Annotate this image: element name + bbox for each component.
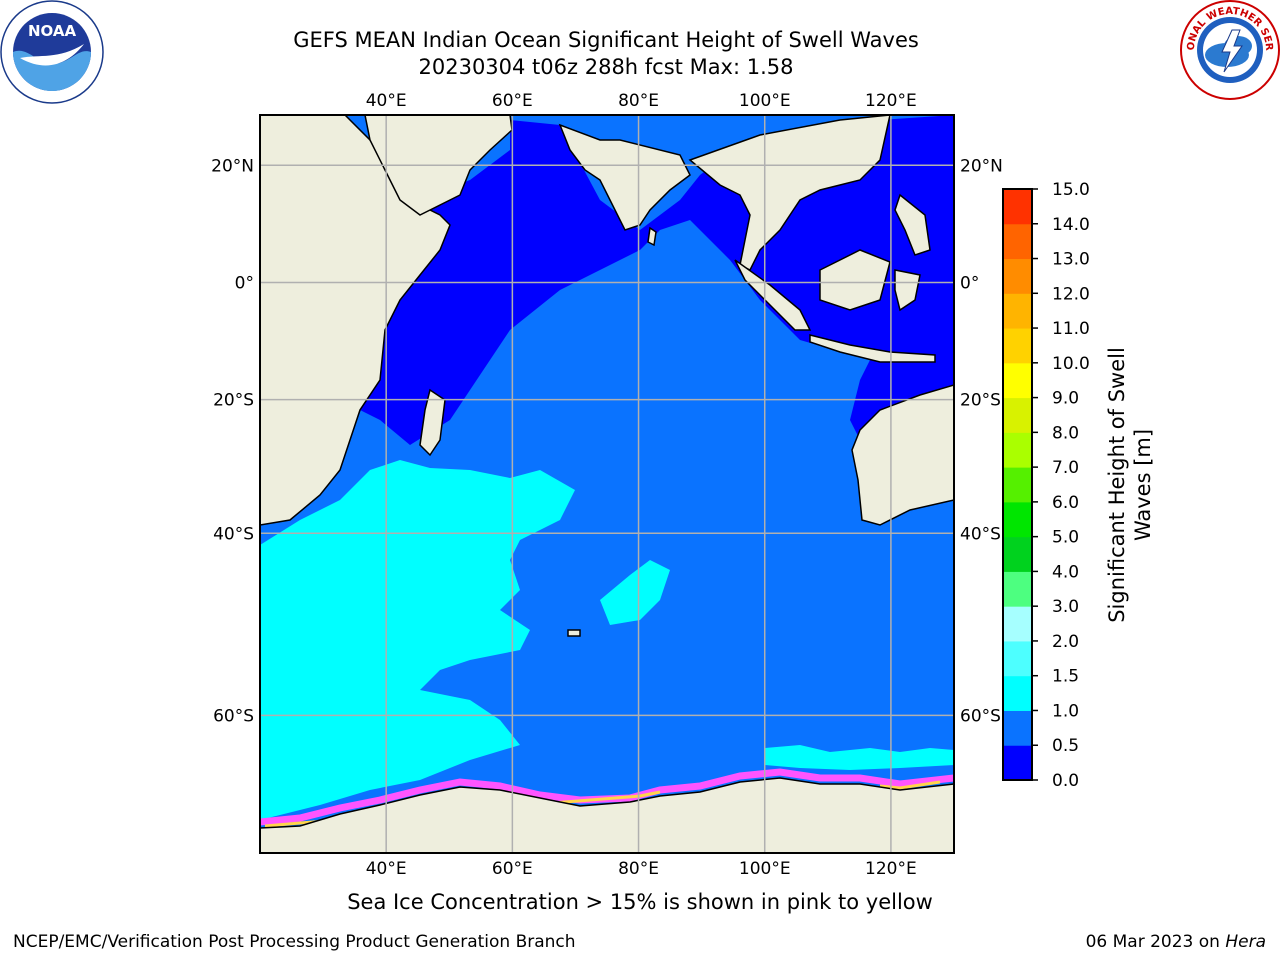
colorbar-segment — [1003, 397, 1032, 433]
lat-tick-label: 0° — [960, 273, 979, 293]
lat-tick-label: 40°S — [213, 524, 254, 544]
land-sri-lanka — [647, 226, 657, 247]
land-antarctica — [260, 777, 954, 853]
colorbar-segment — [1003, 362, 1032, 399]
lat-tick-label: 20°S — [960, 391, 1001, 411]
colorbar-tick-label: 2.0 — [1052, 632, 1079, 652]
chart-title: GEFS MEAN Indian Ocean Significant Heigh… — [293, 28, 919, 52]
colorbar-label-line2: Waves [m] — [1131, 429, 1155, 541]
lon-tick-label: 120°E — [865, 91, 917, 111]
ocean-swell-1.0-1.5 — [260, 460, 575, 820]
lat-ticks-right: 20°N 0° 20°S 40°S 60°S — [960, 156, 1003, 726]
land-sumatra — [734, 259, 812, 331]
colorbar-tick-label: 12.0 — [1052, 284, 1090, 304]
ocean-swell-1.0-1.5-patch — [765, 745, 954, 770]
colorbar-tick-label: 0.5 — [1052, 736, 1079, 756]
lat-tick-label: 0° — [235, 273, 254, 293]
colorbar-segment — [1003, 293, 1032, 329]
lat-tick-label: 20°N — [960, 156, 1003, 176]
colorbar-segment — [1003, 640, 1032, 677]
noaa-logo: NOAA — [0, 0, 104, 104]
colorbar-tick-label: 15.0 — [1052, 180, 1090, 200]
lon-tick-label: 60°E — [492, 91, 533, 111]
lon-tick-label: 120°E — [865, 859, 917, 879]
chart-subtitle: 20230304 t06z 288h fcst Max: 1.58 — [418, 55, 794, 79]
lat-tick-label: 60°S — [213, 706, 254, 726]
colorbar-frame — [1002, 188, 1033, 781]
lon-tick-label: 80°E — [618, 91, 659, 111]
colorbar-segment — [1003, 710, 1032, 746]
map-frame — [259, 114, 955, 854]
colorbar-segment — [1003, 606, 1032, 642]
colorbar-tick-label: 8.0 — [1052, 423, 1079, 443]
colorbar-segment — [1003, 571, 1032, 607]
land-masses — [260, 115, 954, 853]
colorbar — [1003, 189, 1032, 781]
colorbar-tick-label: 6.0 — [1052, 493, 1079, 513]
colorbar-segment — [1003, 675, 1032, 711]
lon-tick-label: 100°E — [739, 859, 791, 879]
colorbar-tick-label: 1.0 — [1052, 701, 1079, 721]
colorbar-segment — [1003, 745, 1032, 781]
lon-tick-label: 40°E — [366, 91, 407, 111]
land-se-asia — [688, 115, 891, 272]
colorbar-segment — [1003, 189, 1032, 225]
map-area — [260, 115, 954, 853]
land-borneo — [819, 249, 891, 311]
lat-tick-label: 60°S — [960, 706, 1001, 726]
graticule — [260, 115, 954, 853]
lon-tick-label: 80°E — [618, 859, 659, 879]
colorbar-tick-label: 9.0 — [1052, 389, 1079, 409]
lat-tick-label: 20°N — [211, 156, 254, 176]
colorbar-segment — [1003, 536, 1032, 572]
lat-ticks-left: 20°N 0° 20°S 40°S 60°S — [211, 156, 254, 726]
lon-ticks-top: 40°E 60°E 80°E 100°E 120°E — [366, 91, 917, 111]
colorbar-tick-label: 10.0 — [1052, 354, 1090, 374]
footer-host: Hera — [1225, 932, 1266, 952]
sea-ice-caption: Sea Ice Concentration > 15% is shown in … — [347, 890, 933, 914]
lat-tick-label: 40°S — [960, 524, 1001, 544]
colorbar-ticks: 0.0 0.5 1.0 1.5 2.0 3.0 4.0 5.0 6.0 7.0 8.0 9.0 10.0… — [1032, 180, 1090, 791]
footer-date: 06 Mar 2023 on Hera — [1086, 932, 1266, 952]
land-sulawesi — [894, 269, 921, 312]
noaa-logo-text: NOAA — [28, 22, 77, 40]
lon-tick-label: 100°E — [739, 91, 791, 111]
colorbar-label-line1: Significant Height of Swell — [1105, 347, 1129, 623]
colorbar-tick-label: 1.5 — [1052, 667, 1079, 687]
lon-tick-label: 40°E — [366, 859, 407, 879]
colorbar-tick-label: 4.0 — [1052, 562, 1079, 582]
colorbar-segment — [1003, 432, 1032, 468]
nws-logo: NATIONAL WEATHER SERVICE — [1180, 0, 1280, 100]
colorbar-tick-label: 0.0 — [1052, 771, 1079, 791]
colorbar-segment — [1003, 501, 1032, 538]
colorbar-segment — [1003, 223, 1032, 260]
colorbar-tick-label: 5.0 — [1052, 528, 1079, 548]
colorbar-segment — [1003, 328, 1032, 364]
lat-tick-label: 20°S — [213, 391, 254, 411]
land-java — [809, 334, 936, 363]
lon-ticks-bottom: 40°E 60°E 80°E 100°E 120°E — [366, 859, 917, 879]
colorbar-tick-label: 7.0 — [1052, 458, 1079, 478]
footer-credit: NCEP/EMC/Verification Post Processing Pr… — [13, 932, 576, 952]
colorbar-segment — [1003, 467, 1032, 503]
lon-tick-label: 60°E — [492, 859, 533, 879]
colorbar-tick-label: 14.0 — [1052, 215, 1090, 235]
land-india — [558, 123, 691, 231]
land-philippines — [894, 193, 931, 256]
ocean-swell-1.0-1.5-patch — [600, 560, 670, 625]
land-kerguelen — [567, 629, 581, 637]
footer-date-text: 06 Mar 2023 on — [1085, 932, 1226, 952]
colorbar-tick-label: 11.0 — [1052, 319, 1090, 339]
colorbar-segment — [1003, 258, 1032, 294]
colorbar-tick-label: 3.0 — [1052, 597, 1079, 617]
colorbar-tick-label: 13.0 — [1052, 250, 1090, 270]
